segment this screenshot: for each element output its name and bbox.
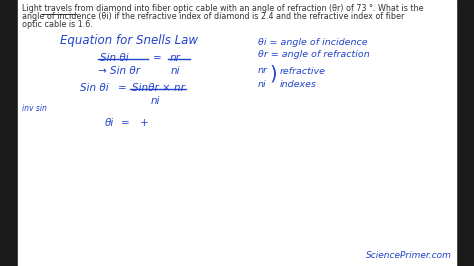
Text: ): ) [269, 64, 277, 83]
Text: Sin θi: Sin θi [100, 53, 128, 63]
Text: =: = [153, 53, 162, 63]
Text: refractive: refractive [280, 67, 326, 76]
Text: ni: ni [171, 66, 181, 76]
Text: Sin θi: Sin θi [80, 83, 109, 93]
Text: Sinθr × nr: Sinθr × nr [132, 83, 185, 93]
Text: =: = [121, 118, 130, 128]
Text: angle of incidence (θi) if the refractive index of diamond is 2.4 and the refrac: angle of incidence (θi) if the refractiv… [22, 12, 404, 21]
Text: Light travels from diamond into fiber optic cable with an angle of refraction (θ: Light travels from diamond into fiber op… [22, 4, 423, 13]
Text: =: = [118, 83, 127, 93]
Text: +: + [140, 118, 149, 128]
Text: nr: nr [258, 66, 268, 75]
Text: ni: ni [151, 96, 161, 106]
Text: SciencePrimer.com: SciencePrimer.com [366, 251, 452, 260]
Text: → Sin θr: → Sin θr [98, 66, 140, 76]
Text: ni: ni [258, 80, 266, 89]
Text: θi = angle of incidence: θi = angle of incidence [258, 38, 368, 47]
Text: θr = angle of refraction: θr = angle of refraction [258, 50, 370, 59]
Text: θi: θi [105, 118, 114, 128]
Text: nr: nr [170, 53, 181, 63]
Text: inv sin: inv sin [22, 104, 47, 113]
Text: indexes: indexes [280, 80, 317, 89]
Text: optic cable is 1.6.: optic cable is 1.6. [22, 20, 93, 29]
Text: Equation for Snells Law: Equation for Snells Law [60, 34, 198, 47]
